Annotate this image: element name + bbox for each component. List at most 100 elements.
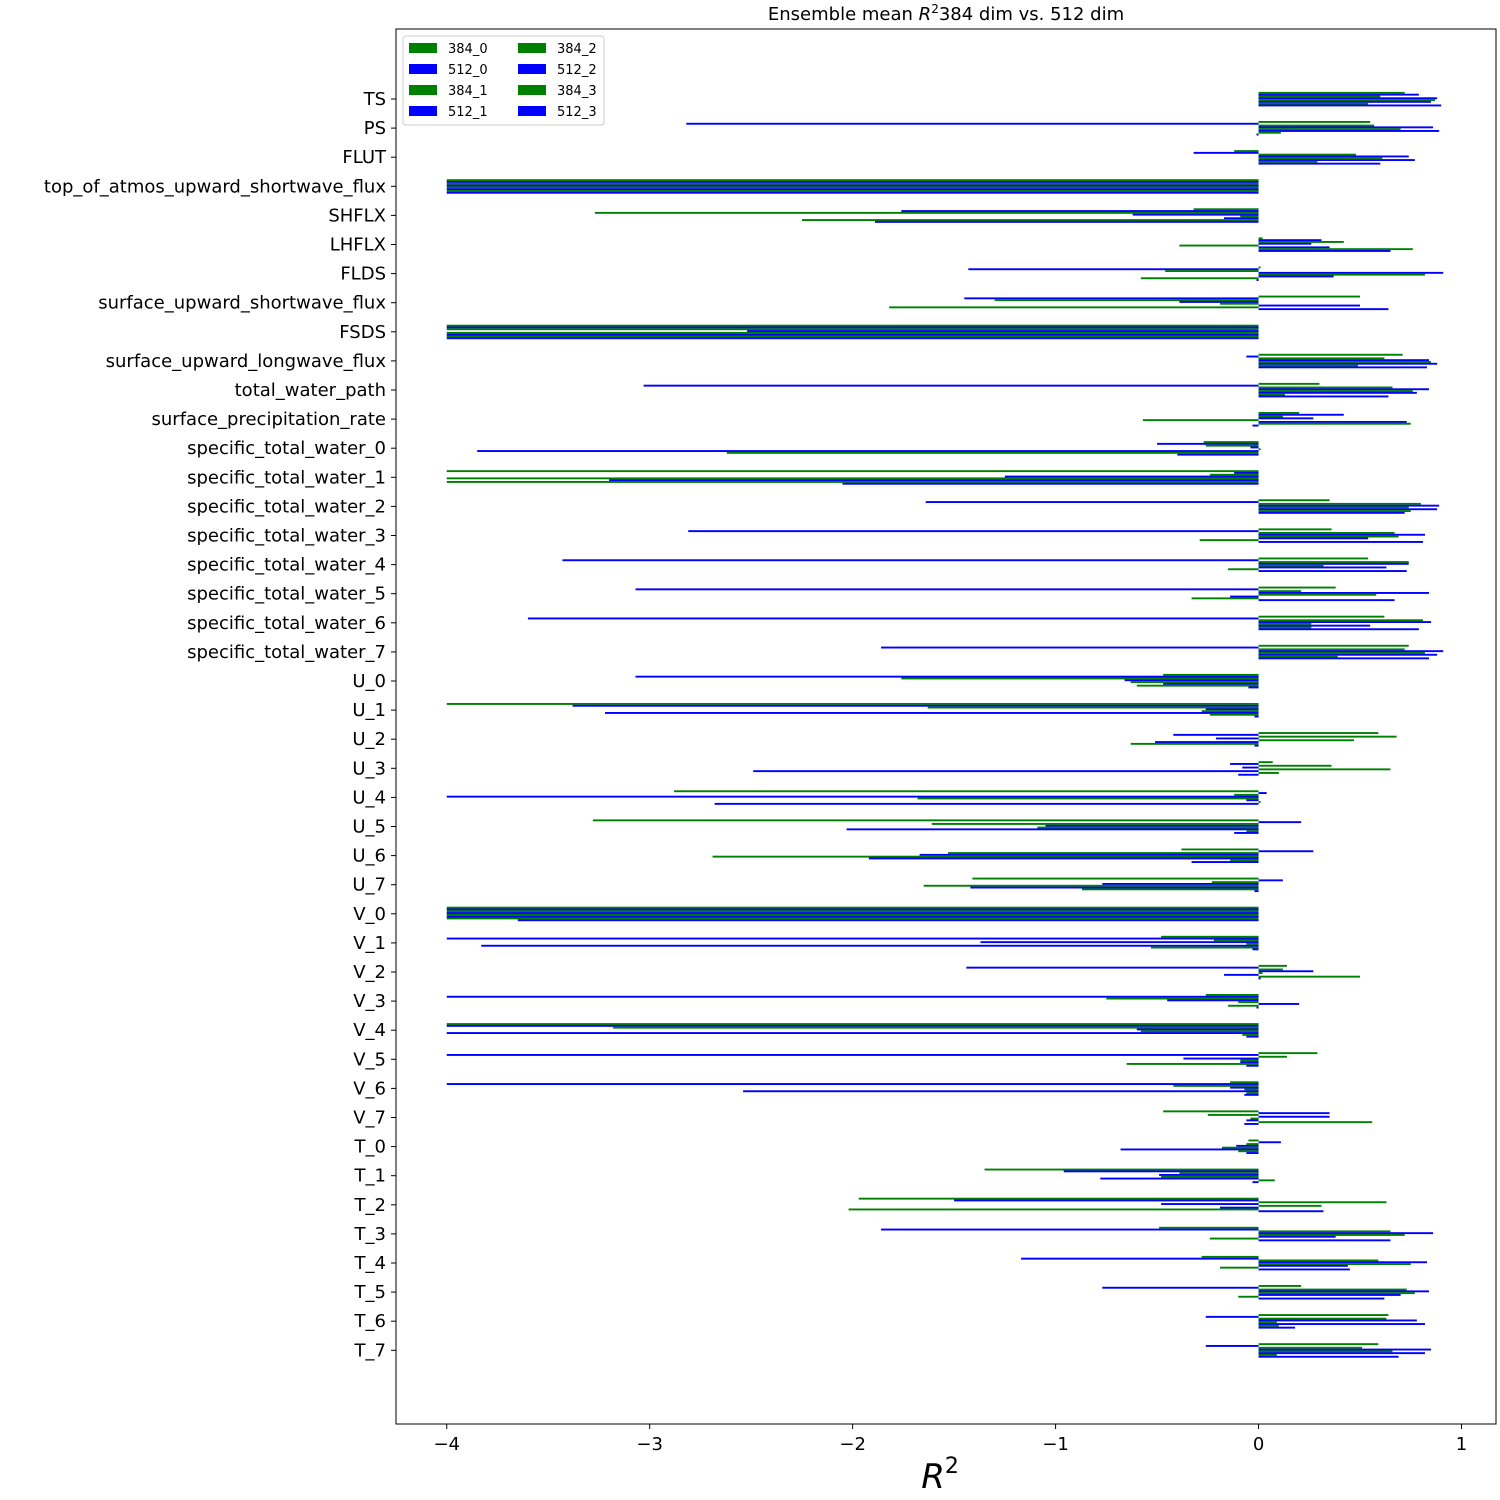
bar-512_2-T_1 xyxy=(1100,1177,1259,1180)
bar-384_2-V_1 xyxy=(1246,943,1259,945)
x-tick-label: −2 xyxy=(839,1434,866,1455)
bar-512_3-T_6 xyxy=(1258,1326,1296,1329)
bar-384_3-V_6 xyxy=(1246,1092,1259,1094)
bar-384_0-T_1 xyxy=(984,1168,1259,1171)
bar-384_3-SHFLX xyxy=(801,219,1259,221)
bar-384_0-surface_upward_longwave_flux xyxy=(1258,353,1403,356)
bar-512_1-specific_total_water_5 xyxy=(1258,592,1430,594)
bar-384_0-U_7 xyxy=(972,877,1259,880)
bar-384_1-specific_total_water_6 xyxy=(1258,619,1423,622)
bar-384_1-T_7 xyxy=(1258,1346,1363,1349)
bar-384_0-U_4 xyxy=(674,790,1259,793)
bar-512_1-T_4 xyxy=(1258,1261,1427,1264)
y-tick-label: U_1 xyxy=(352,700,386,721)
bar-384_3-T_3 xyxy=(1209,1237,1259,1240)
bar-384_3-U_5 xyxy=(1246,830,1259,833)
bar-384_0-U_2 xyxy=(1258,732,1379,734)
bar-384_2-U_3 xyxy=(1258,768,1391,771)
bar-384_1-T_2 xyxy=(1258,1201,1387,1204)
bar-384_0-specific_total_water_5 xyxy=(1258,586,1336,589)
legend-swatch-512_3 xyxy=(518,106,546,116)
bar-384_0-T_7 xyxy=(1258,1343,1379,1346)
bar-384_1-surface_upward_longwave_flux xyxy=(1258,357,1385,360)
bar-384_3-T_5 xyxy=(1238,1295,1259,1298)
legend-swatch-384_1 xyxy=(409,85,437,95)
bar-384_1-total_water_path xyxy=(1258,386,1393,389)
bar-384_2-V_3 xyxy=(1238,1001,1259,1004)
legend-label-384_2: 384_2 xyxy=(557,42,597,57)
bar-384_3-surface_upward_longwave_flux xyxy=(1258,364,1358,367)
bar-512_2-FLUT xyxy=(1258,159,1415,161)
bar-512_0-LHFLX xyxy=(1258,239,1322,242)
bar-384_0-FSDS xyxy=(446,324,1259,327)
bar-384_2-T_7 xyxy=(1258,1350,1393,1353)
bar-512_3-V_6 xyxy=(1244,1093,1259,1096)
bar-384_3-U_2 xyxy=(1130,742,1259,745)
bar-384_1-V_7 xyxy=(1207,1114,1259,1116)
y-tick-label: specific_total_water_1 xyxy=(187,467,386,488)
bar-384_0-specific_total_water_7 xyxy=(1258,644,1409,647)
y-tick-label: TS xyxy=(363,89,386,110)
bar-512_1-T_0 xyxy=(1236,1144,1259,1147)
bar-384_2-T_2 xyxy=(1258,1204,1322,1207)
bar-512_1-V_7 xyxy=(1258,1115,1330,1118)
bar-512_2-specific_total_water_3 xyxy=(1258,537,1369,540)
bar-384_0-specific_total_water_2 xyxy=(1258,499,1330,502)
bar-512_1-U_1 xyxy=(1205,708,1259,711)
bar-384_2-V_0 xyxy=(446,913,1259,916)
bar-384_3-specific_total_water_5 xyxy=(1191,597,1259,600)
legend-swatch-384_2 xyxy=(518,43,546,53)
bar-512_1-specific_total_water_6 xyxy=(1258,621,1432,623)
bar-512_2-T_3 xyxy=(1258,1235,1336,1238)
bar-384_1-FLDS xyxy=(1165,270,1259,272)
bar-384_0-LHFLX xyxy=(1258,237,1263,240)
y-tick-label: V_2 xyxy=(353,962,386,983)
bar-512_3-T_2 xyxy=(1258,1210,1324,1213)
bar-384_1-U_0 xyxy=(901,677,1259,680)
bar-512_1-T_3 xyxy=(1258,1232,1434,1235)
legend-swatch-512_2 xyxy=(518,64,546,74)
bar-512_3-V_0 xyxy=(517,919,1259,922)
bar-512_3-specific_total_water_6 xyxy=(1258,628,1419,631)
bar-512_3-V_5 xyxy=(1246,1064,1259,1067)
bar-512_0-V_3 xyxy=(446,995,1259,998)
bar-512_2-surface_upward_shortwave_flux xyxy=(1258,304,1361,307)
bar-512_2-total_water_path xyxy=(1258,391,1417,394)
bar-384_3-TS xyxy=(1258,102,1369,105)
bar-384_2-surface_upward_longwave_flux xyxy=(1258,361,1432,363)
bar-512_3-T_1 xyxy=(1252,1181,1259,1184)
bar-384_1-U_7 xyxy=(1211,881,1259,884)
bar-512_0-FLUT xyxy=(1193,151,1259,154)
bar-512_2-specific_total_water_5 xyxy=(1230,595,1259,598)
bar-512_2-LHFLX xyxy=(1258,246,1330,249)
y-tick-label: top_of_atmos_upward_shortwave_flux xyxy=(44,176,386,197)
y-tick-label: U_3 xyxy=(352,758,386,779)
bar-384_2-U_7 xyxy=(923,884,1259,887)
bar-384_3-specific_total_water_4 xyxy=(1228,568,1259,571)
bar-512_0-V_7 xyxy=(1258,1112,1330,1115)
bar-384_2-specific_total_water_5 xyxy=(1258,593,1377,596)
bar-384_3-V_1 xyxy=(1150,946,1259,949)
bar-384_1-surface_upward_shortwave_flux xyxy=(994,299,1259,302)
legend-swatch-384_0 xyxy=(409,43,437,53)
y-tick-label: U_7 xyxy=(352,875,386,896)
bar-512_3-FLDS xyxy=(1256,279,1259,281)
y-tick-label: U_2 xyxy=(352,729,386,750)
bar-384_0-FLDS xyxy=(1258,266,1261,269)
bar-512_2-T_6 xyxy=(1258,1323,1425,1325)
bar-384_2-TS xyxy=(1258,99,1436,101)
y-tick-label: surface_precipitation_rate xyxy=(152,409,386,430)
bar-512_3-U_1 xyxy=(1254,715,1259,718)
bar-384_1-FSDS xyxy=(446,328,1259,331)
bar-512_0-specific_total_water_4 xyxy=(562,559,1259,562)
x-tick-label: −3 xyxy=(636,1434,663,1455)
bar-512_0-specific_total_water_3 xyxy=(688,530,1259,533)
bar-384_3-FSDS xyxy=(446,335,1259,338)
bar-384_2-T_0 xyxy=(1222,1146,1259,1149)
bar-512_1-U_3 xyxy=(1242,766,1259,769)
title-exponent: 2 xyxy=(931,2,939,16)
bar-512_3-U_3 xyxy=(1238,773,1259,776)
bar-384_0-V_2 xyxy=(1258,964,1287,967)
bar-384_3-specific_total_water_3 xyxy=(1199,539,1259,542)
bar-384_1-specific_total_water_0 xyxy=(1205,444,1259,447)
